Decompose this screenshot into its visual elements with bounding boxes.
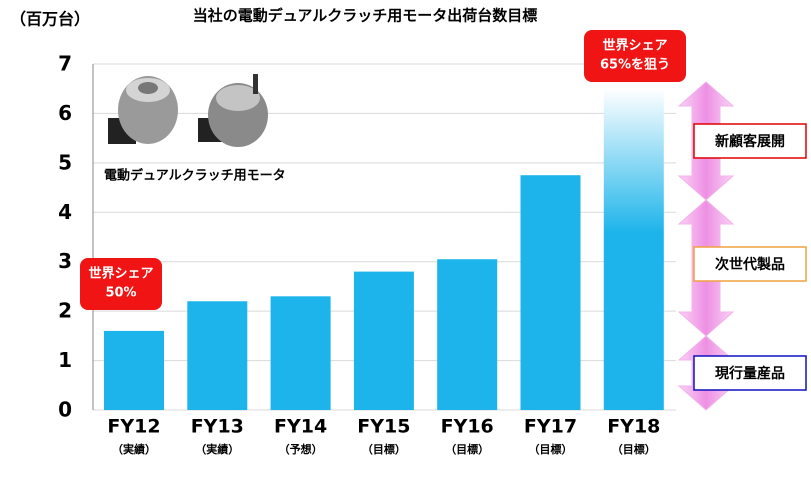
segment-box: [693, 355, 807, 391]
x-tick-label: FY16: [441, 416, 494, 438]
y-tick-label: 0: [58, 398, 72, 422]
y-tick-label: 7: [58, 52, 72, 76]
y-tick-label: 3: [58, 249, 72, 273]
x-tick-label: FY17: [524, 416, 577, 438]
bar: [187, 301, 248, 410]
x-tick-label: FY14: [274, 416, 327, 438]
callout: [584, 30, 686, 82]
segment-label: 現行量産品: [715, 365, 785, 382]
segment-label: 次世代製品: [715, 256, 785, 273]
x-tick-label: FY18: [607, 416, 660, 438]
y-unit: （百万台）: [10, 10, 90, 29]
bar: [270, 296, 331, 410]
callout-text: 世界シェア: [602, 38, 667, 54]
x-sublabel: （目標）: [445, 442, 489, 456]
y-tick-label: 2: [58, 299, 72, 323]
chart-title: 当社の電動デュアルクラッチ用モータ出荷台数目標: [193, 7, 538, 25]
x-sublabel: （目標）: [362, 442, 406, 456]
bar: [437, 259, 498, 410]
motor-image: [108, 74, 268, 147]
x-sublabel: （目標）: [529, 442, 573, 456]
segment-box: [693, 246, 807, 282]
x-sublabel: （実績）: [112, 442, 156, 456]
bar: [520, 175, 581, 410]
y-tick-label: 5: [58, 150, 72, 174]
callout: [80, 258, 162, 310]
segment-label: 新顧客展開: [715, 133, 785, 150]
x-tick-label: FY15: [357, 416, 410, 438]
y-tick-label: 4: [58, 200, 72, 224]
y-tick-label: 1: [58, 348, 72, 372]
x-tick-label: FY12: [107, 416, 160, 438]
x-tick-label: FY13: [191, 416, 244, 438]
callout-text: 65%を狙う: [600, 58, 670, 73]
y-tick-label: 6: [58, 101, 72, 125]
bar: [104, 330, 164, 410]
bar: [353, 271, 414, 410]
x-sublabel: （予想）: [279, 442, 323, 456]
callout-text: 世界シェア: [88, 266, 153, 282]
callout-text: 50%: [105, 286, 136, 301]
x-sublabel: （目標）: [612, 442, 656, 456]
x-sublabel: （実績）: [195, 442, 239, 456]
image-caption: 電動デュアルクラッチ用モータ: [104, 168, 286, 184]
bar: [603, 88, 664, 410]
segment-box: [693, 123, 807, 159]
